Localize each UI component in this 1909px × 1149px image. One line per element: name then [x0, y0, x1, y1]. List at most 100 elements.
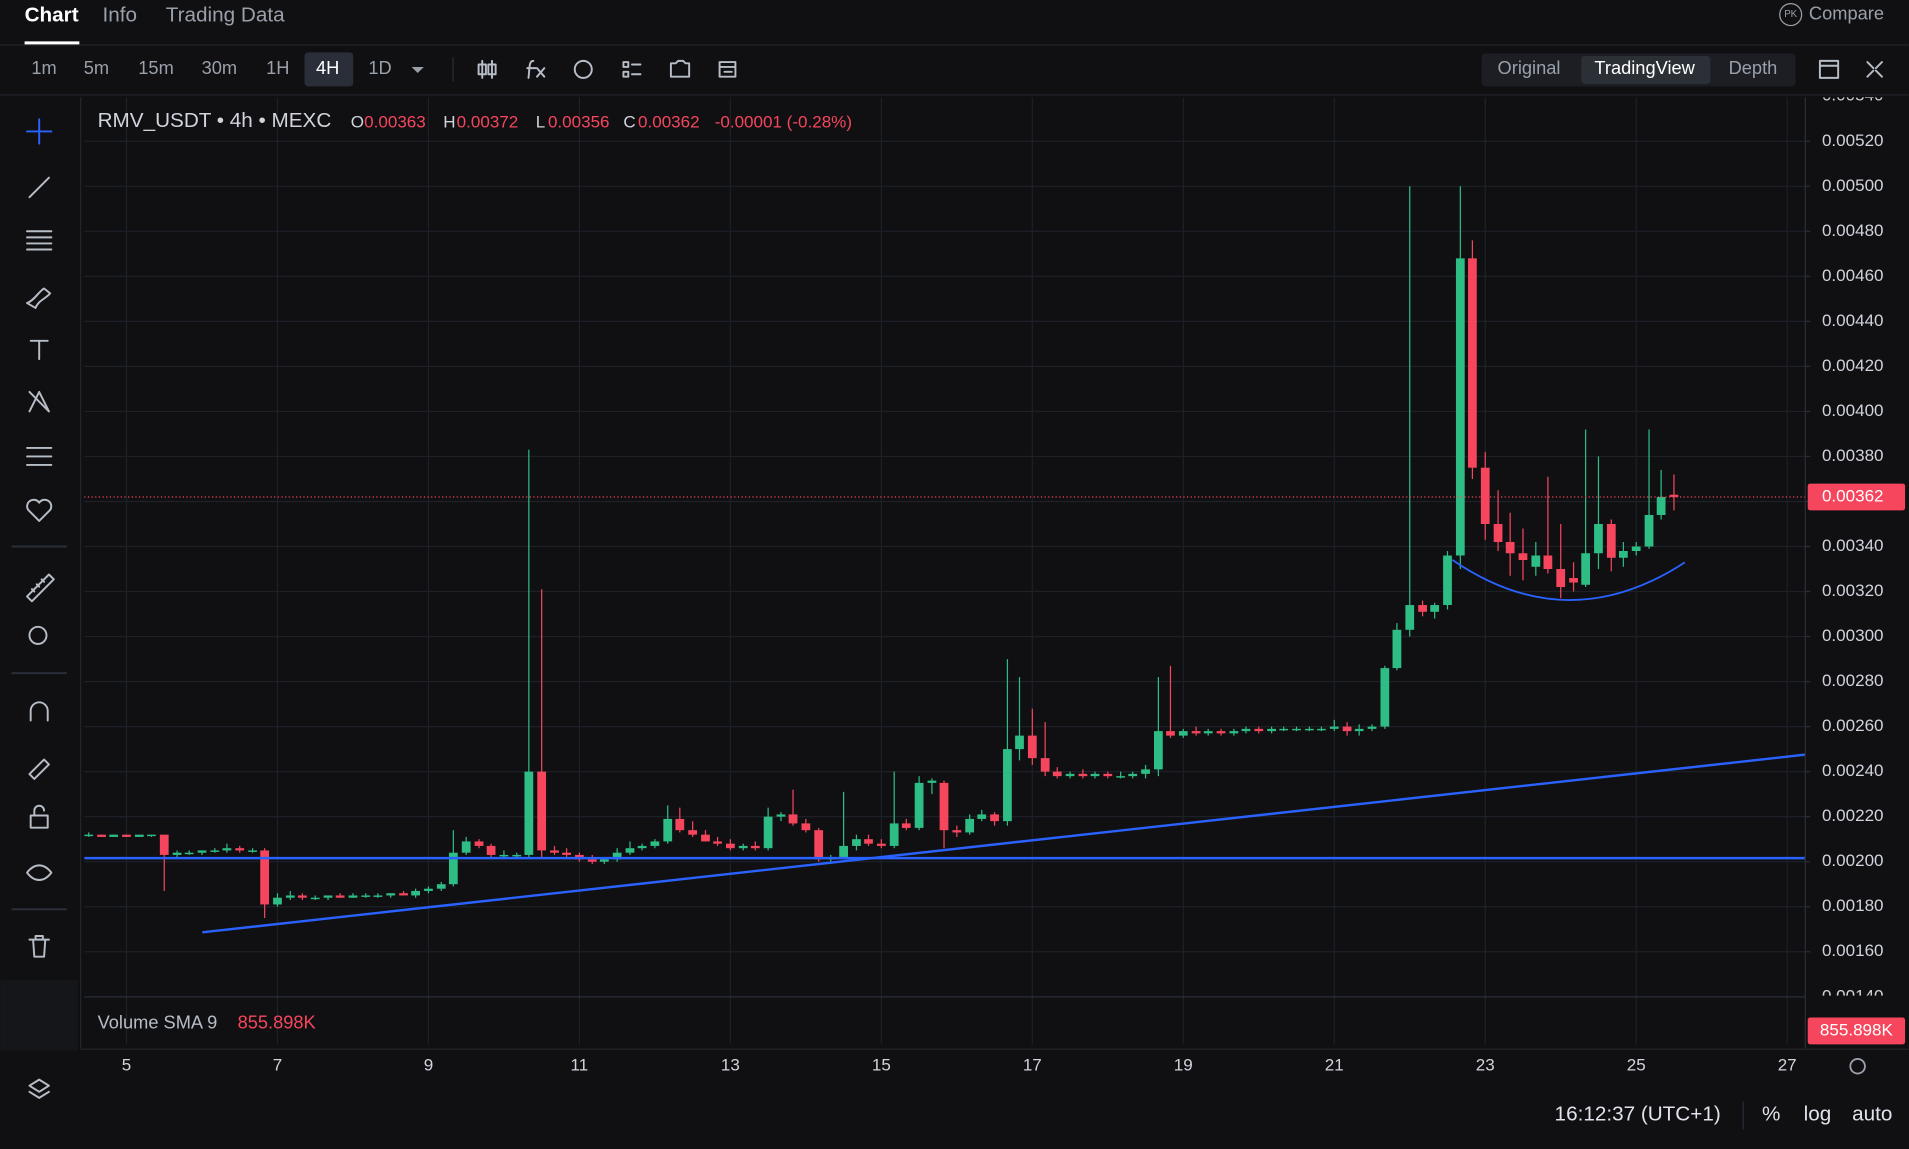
text-tool[interactable]: [29, 339, 49, 361]
lock[interactable]: [29, 804, 49, 829]
interval[interactable]: 1m: [31, 57, 56, 78]
candle-body: [1367, 726, 1377, 729]
pattern-tool[interactable]: [28, 390, 50, 413]
candle-body: [1644, 514, 1654, 547]
candle-body: [273, 897, 282, 905]
ruler[interactable]: [26, 573, 55, 603]
stay-drawing[interactable]: [28, 758, 50, 780]
candle-body: [889, 823, 899, 846]
candle-type-icon[interactable]: [477, 59, 497, 79]
candle-body: [147, 834, 156, 837]
candle-body: [1015, 735, 1024, 750]
layout-toggle[interactable]: [1818, 59, 1840, 79]
volume-sma: 855.898K: [238, 1011, 316, 1032]
view-option[interactable]: Depth: [1729, 57, 1778, 78]
template-icon[interactable]: [573, 59, 593, 79]
scale-button[interactable]: %: [1762, 1102, 1780, 1125]
candle-body: [1443, 555, 1452, 606]
scale-button[interactable]: log: [1804, 1102, 1832, 1125]
candle-body: [701, 834, 710, 842]
indicator-icon[interactable]: [526, 59, 546, 79]
view-option[interactable]: TradingView: [1594, 57, 1695, 78]
favorites[interactable]: [26, 498, 53, 522]
candle-body: [84, 834, 94, 837]
y-tick-label: 0.00480: [1822, 221, 1884, 240]
candle-body: [122, 834, 131, 837]
candle-body: [901, 823, 911, 828]
interval[interactable]: 5m: [84, 57, 109, 78]
last-price-badge: [1807, 483, 1906, 511]
interval[interactable]: 1D: [368, 57, 391, 78]
layout-icon[interactable]: [622, 61, 642, 78]
compare[interactable]: Compare: [1809, 2, 1884, 23]
candle-body: [1304, 728, 1314, 731]
visibility[interactable]: [26, 864, 53, 881]
ohlc-key: C: [623, 112, 635, 131]
fullscreen[interactable]: [1866, 61, 1883, 78]
trend-line[interactable]: [202, 753, 1806, 934]
interval[interactable]: 1H: [266, 57, 289, 78]
candle-body: [814, 830, 824, 860]
prediction-tool[interactable]: [26, 446, 53, 466]
candle-body: [599, 859, 609, 862]
delete[interactable]: [28, 935, 50, 958]
scale-button[interactable]: auto: [1852, 1102, 1892, 1125]
y-tick-label: 0.00240: [1822, 761, 1884, 780]
candle-body: [197, 850, 207, 853]
candle-body: [726, 843, 735, 849]
volume-badge: [1807, 1017, 1906, 1045]
candle-body: [1166, 731, 1175, 736]
candle-body: [876, 843, 886, 846]
compare-icon[interactable]: [1779, 3, 1803, 27]
candle-body: [260, 850, 270, 905]
candle-body: [776, 814, 786, 817]
candle-body: [298, 895, 307, 898]
candle-body: [952, 830, 962, 833]
fib-tool[interactable]: [26, 230, 53, 251]
brush-tool[interactable]: [26, 287, 52, 309]
candle-body: [852, 839, 861, 846]
goto-icon[interactable]: [718, 61, 737, 78]
toolbar-icons: [477, 59, 737, 79]
candle-body: [1468, 258, 1477, 468]
zoom[interactable]: [28, 625, 48, 645]
trendline-tool[interactable]: [28, 176, 50, 199]
candle-body: [159, 834, 169, 855]
tab[interactable]: Chart: [25, 3, 79, 26]
candle-body: [1618, 551, 1628, 558]
x-tick-label: 9: [424, 1056, 433, 1075]
x-tick-label: 5: [122, 1056, 131, 1075]
candle-body: [1317, 728, 1326, 731]
tab[interactable]: Info: [102, 3, 137, 26]
candle-body: [1581, 553, 1591, 585]
object-tree[interactable]: [28, 1078, 50, 1099]
interval[interactable]: 30m: [202, 57, 238, 78]
candle-body: [235, 848, 245, 851]
candle-body: [1543, 555, 1553, 570]
arc[interactable]: [1451, 559, 1686, 601]
magnet[interactable]: [29, 701, 49, 722]
y-tick-label: 0.00320: [1822, 581, 1884, 600]
candle-body: [1027, 735, 1037, 759]
last-price-label: 0.00362: [1822, 486, 1884, 505]
compare-badge: PK: [1784, 9, 1797, 20]
ohlc-value: 0.00362: [638, 112, 700, 131]
interval[interactable]: 15m: [138, 57, 174, 78]
candle-body: [801, 823, 811, 831]
interval-dropdown[interactable]: [411, 66, 424, 74]
interval[interactable]: 4H: [316, 57, 339, 78]
candle-body: [1090, 773, 1100, 777]
candle-body: [222, 848, 232, 851]
candle-body: [474, 841, 484, 846]
crosshair-tool[interactable]: [26, 118, 53, 145]
y-tick-label: 0.00420: [1822, 356, 1884, 375]
x-tick-label: 23: [1476, 1056, 1495, 1075]
snapshot-icon[interactable]: [669, 59, 691, 78]
candle-body: [310, 897, 320, 900]
settings[interactable]: [1849, 1058, 1866, 1075]
tab[interactable]: Trading Data: [166, 3, 285, 26]
view-option[interactable]: Original: [1498, 57, 1561, 78]
candle-body: [1380, 668, 1390, 727]
candle-body: [172, 852, 182, 855]
